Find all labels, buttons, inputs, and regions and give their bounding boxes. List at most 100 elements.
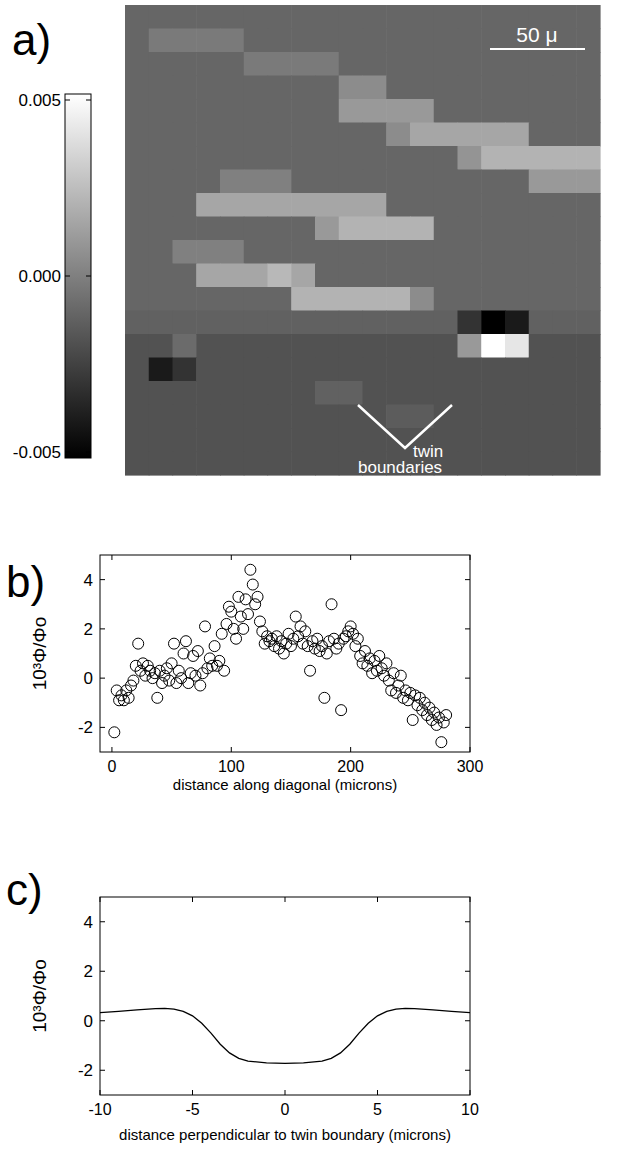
image-cell xyxy=(481,381,505,405)
data-point xyxy=(247,579,258,590)
data-point xyxy=(441,710,452,721)
y-tick-label: 4 xyxy=(84,571,93,590)
image-cell xyxy=(291,452,315,476)
image-cell xyxy=(315,334,339,358)
y-tick xyxy=(100,727,105,728)
image-cell xyxy=(173,76,197,100)
image-cell xyxy=(481,5,505,29)
image-cell xyxy=(125,99,149,123)
image-cell xyxy=(149,405,173,429)
image-cell xyxy=(481,358,505,382)
data-point xyxy=(166,658,177,669)
image-cell xyxy=(244,287,268,311)
image-cell xyxy=(481,405,505,429)
y-tick-label: 2 xyxy=(84,620,93,639)
image-cell xyxy=(196,146,220,170)
image-cell xyxy=(220,381,244,405)
x-axis-title: distance perpendicular to twin boundary … xyxy=(119,1126,451,1143)
data-point xyxy=(231,633,242,644)
x-tick xyxy=(100,1090,101,1095)
image-cell xyxy=(173,193,197,217)
image-cell xyxy=(196,5,220,29)
image-cell xyxy=(196,311,220,335)
data-point xyxy=(345,621,356,632)
image-cell xyxy=(576,52,600,76)
image-cell xyxy=(553,381,577,405)
image-cell xyxy=(386,5,410,29)
image-cell xyxy=(363,405,387,429)
image-cell xyxy=(149,428,173,452)
image-cell xyxy=(386,264,410,288)
image-cell xyxy=(268,76,292,100)
image-cell xyxy=(481,311,505,335)
image-cell xyxy=(505,334,529,358)
y-tick-label: 0 xyxy=(84,669,93,688)
image-cell xyxy=(339,217,363,241)
image-cell xyxy=(196,170,220,194)
image-cell xyxy=(553,334,577,358)
image-cell xyxy=(291,405,315,429)
image-cell xyxy=(173,240,197,264)
image-cell xyxy=(505,240,529,264)
image-cell xyxy=(244,334,268,358)
image-cell xyxy=(363,381,387,405)
data-point xyxy=(285,641,296,652)
image-cell xyxy=(529,358,553,382)
x-tick xyxy=(231,747,232,752)
image-cell xyxy=(434,405,458,429)
image-cell xyxy=(529,287,553,311)
image-cell xyxy=(386,405,410,429)
image-cell xyxy=(553,76,577,100)
image-cell xyxy=(339,428,363,452)
image-cell xyxy=(481,287,505,311)
image-cell xyxy=(268,264,292,288)
image-cell xyxy=(386,311,410,335)
image-cell xyxy=(291,240,315,264)
plot-frame xyxy=(100,897,470,1095)
x-tick-label: 0 xyxy=(281,1101,290,1118)
image-cell xyxy=(363,334,387,358)
image-cell xyxy=(410,99,434,123)
image-cell xyxy=(529,52,553,76)
image-cell xyxy=(386,123,410,147)
image-cell xyxy=(505,264,529,288)
y-tick xyxy=(465,628,470,629)
image-cell xyxy=(244,123,268,147)
image-cell xyxy=(458,146,482,170)
image-cell xyxy=(386,170,410,194)
image-cell xyxy=(220,52,244,76)
data-point xyxy=(128,675,139,686)
image-cell xyxy=(363,193,387,217)
image-cell xyxy=(315,452,339,476)
data-point xyxy=(290,611,301,622)
image-cell xyxy=(481,334,505,358)
image-cell xyxy=(481,123,505,147)
image-cell xyxy=(434,170,458,194)
image-cell xyxy=(149,287,173,311)
image-cell xyxy=(125,381,149,405)
y-tick xyxy=(465,1020,470,1021)
image-cell xyxy=(220,76,244,100)
y-tick xyxy=(100,1070,105,1071)
image-panel: 0.0050.000-0.005a)50 μtwinboundaries xyxy=(12,5,601,477)
image-cell xyxy=(291,5,315,29)
x-tick-label: 0 xyxy=(107,758,116,775)
image-cell xyxy=(363,123,387,147)
image-cell xyxy=(291,334,315,358)
image-cell xyxy=(481,146,505,170)
image-cell xyxy=(220,311,244,335)
image-cell xyxy=(268,452,292,476)
image-cell xyxy=(196,405,220,429)
data-point xyxy=(254,616,265,627)
image-cell xyxy=(196,381,220,405)
image-cell xyxy=(315,381,339,405)
data-line xyxy=(100,1008,470,1063)
image-cell xyxy=(315,146,339,170)
image-cell xyxy=(576,146,600,170)
plot-data xyxy=(109,564,452,747)
image-cell xyxy=(386,358,410,382)
image-cell xyxy=(458,170,482,194)
data-point xyxy=(431,719,442,730)
image-cell xyxy=(339,99,363,123)
image-cell xyxy=(220,193,244,217)
